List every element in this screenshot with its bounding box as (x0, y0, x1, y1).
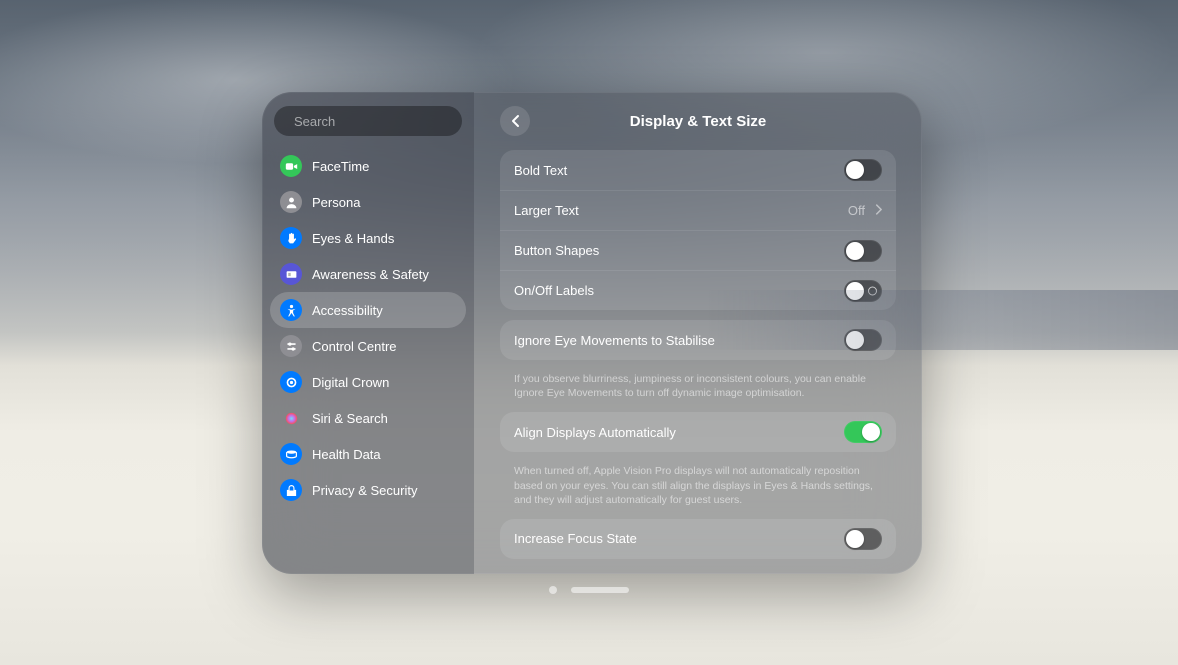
row-label: Larger Text (514, 203, 838, 218)
sidebar-item-privacy-security[interactable]: Privacy & Security (270, 472, 466, 508)
sidebar-item-label: FaceTime (312, 159, 369, 174)
row-label: Button Shapes (514, 243, 834, 258)
privacy-icon (280, 479, 302, 501)
sidebar-item-label: Persona (312, 195, 360, 210)
search-field[interactable] (274, 106, 462, 136)
settings-row-ignore-eye-movements-to-stabilise: Ignore Eye Movements to Stabilise (500, 320, 896, 360)
sidebar-item-persona[interactable]: Persona (270, 184, 466, 220)
toggle-knob (846, 161, 864, 179)
content-header: Display & Text Size (500, 104, 896, 138)
toggle-knob (846, 331, 864, 349)
toggle-knob (862, 423, 880, 441)
row-label: Bold Text (514, 163, 834, 178)
window-handle[interactable] (549, 586, 629, 594)
row-value: Off (848, 203, 865, 218)
toggle[interactable] (844, 159, 882, 181)
settings-row-increase-focus-state: Increase Focus State (500, 519, 896, 559)
sidebar-item-awareness-safety[interactable]: Awareness & Safety (270, 256, 466, 292)
toggle[interactable] (844, 280, 882, 302)
sidebar-item-label: Accessibility (312, 303, 383, 318)
settings-row-larger-text[interactable]: Larger Text Off (500, 190, 896, 230)
row-label: Align Displays Automatically (514, 425, 834, 440)
chevron-right-icon (875, 203, 882, 218)
settings-group: Bold Text Larger Text Off Button Shapes On/O… (500, 150, 896, 310)
badge-icon (280, 263, 302, 285)
toggle-knob (846, 282, 864, 300)
sidebar-item-health-data[interactable]: Health Data (270, 436, 466, 472)
content-pane: Display & Text Size Bold Text Larger Text… (474, 92, 922, 574)
toggle-knob (846, 530, 864, 548)
sidebar: FaceTime Persona Eyes & Hands Awareness & S… (262, 92, 474, 574)
toggle[interactable] (844, 528, 882, 550)
siri-icon (280, 407, 302, 429)
toggle[interactable] (844, 421, 882, 443)
group-footnote: When turned off, Apple Vision Pro displa… (500, 462, 896, 519)
sidebar-item-label: Eyes & Hands (312, 231, 394, 246)
settings-group: Align Displays Automatically (500, 412, 896, 452)
settings-window: FaceTime Persona Eyes & Hands Awareness & S… (262, 92, 922, 574)
row-label: Increase Focus State (514, 531, 834, 546)
sidebar-item-control-centre[interactable]: Control Centre (270, 328, 466, 364)
sidebar-item-label: Awareness & Safety (312, 267, 429, 282)
accessibility-icon (280, 299, 302, 321)
settings-row-align-displays-automatically: Align Displays Automatically (500, 412, 896, 452)
page-title: Display & Text Size (630, 113, 766, 130)
toggle-knob (846, 242, 864, 260)
settings-group: Ignore Eye Movements to Stabilise (500, 320, 896, 360)
sidebar-item-facetime[interactable]: FaceTime (270, 148, 466, 184)
sidebar-item-siri-search[interactable]: Siri & Search (270, 400, 466, 436)
health-icon (280, 443, 302, 465)
settings-row-button-shapes: Button Shapes (500, 230, 896, 270)
chevron-left-icon (511, 114, 520, 128)
handle-dot (549, 586, 557, 594)
crown-icon (280, 371, 302, 393)
sidebar-item-label: Digital Crown (312, 375, 389, 390)
sidebar-item-label: Health Data (312, 447, 381, 462)
sidebar-item-label: Siri & Search (312, 411, 388, 426)
sidebar-item-accessibility[interactable]: Accessibility (270, 292, 466, 328)
search-input[interactable] (294, 114, 470, 129)
settings-row-on-off-labels: On/Off Labels (500, 270, 896, 310)
row-label: Ignore Eye Movements to Stabilise (514, 333, 834, 348)
settings-row-bold-text: Bold Text (500, 150, 896, 190)
toggle-off-indicator (868, 286, 877, 295)
person-icon (280, 191, 302, 213)
sliders-icon (280, 335, 302, 357)
handle-bar (571, 587, 629, 593)
sidebar-item-eyes-hands[interactable]: Eyes & Hands (270, 220, 466, 256)
settings-group: Increase Focus State (500, 519, 896, 559)
sidebar-item-digital-crown[interactable]: Digital Crown (270, 364, 466, 400)
video-icon (280, 155, 302, 177)
hand-icon (280, 227, 302, 249)
back-button[interactable] (500, 106, 530, 136)
toggle[interactable] (844, 329, 882, 351)
sidebar-item-label: Control Centre (312, 339, 397, 354)
sidebar-item-label: Privacy & Security (312, 483, 417, 498)
toggle[interactable] (844, 240, 882, 262)
row-label: On/Off Labels (514, 283, 834, 298)
group-footnote: If you observe blurriness, jumpiness or … (500, 370, 896, 412)
